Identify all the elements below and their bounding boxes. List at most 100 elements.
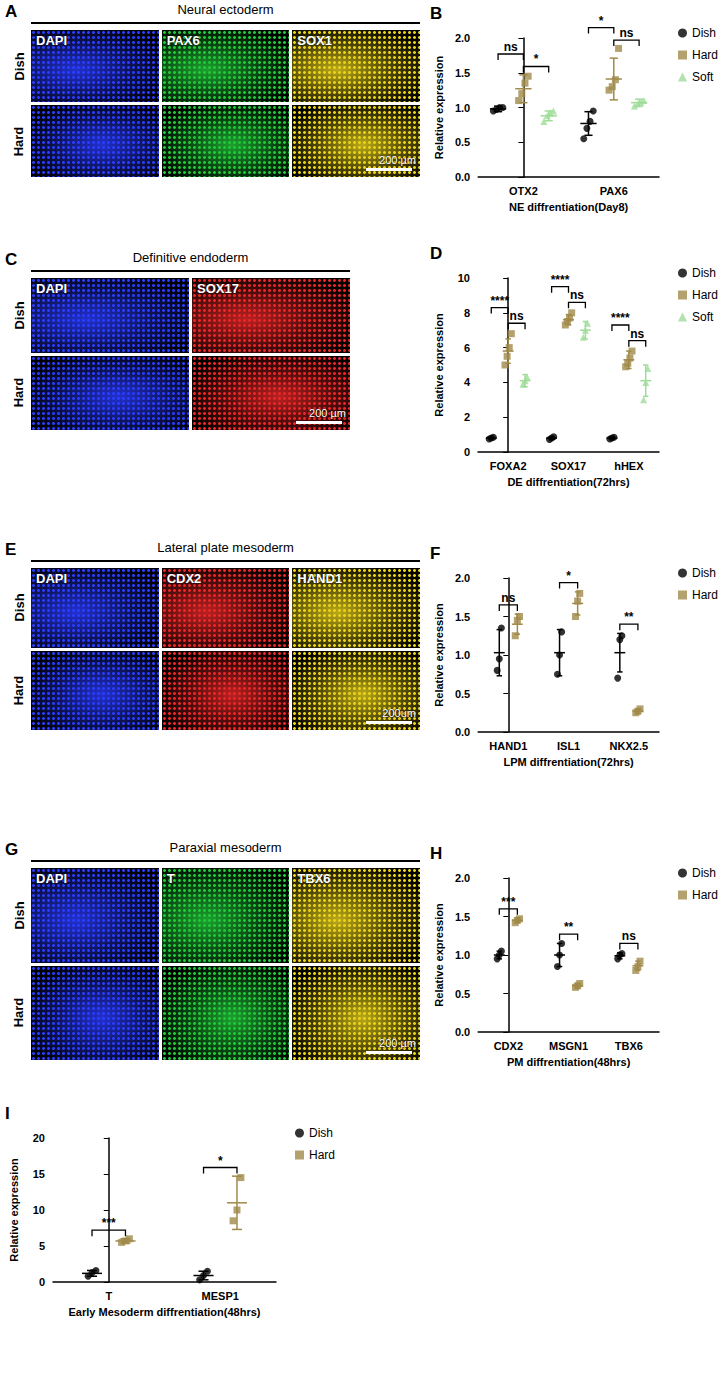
svg-text:Hard: Hard: [309, 1148, 335, 1162]
svg-text:PAX6: PAX6: [600, 185, 628, 197]
svg-text:Hard: Hard: [692, 588, 718, 602]
svg-text:Soft: Soft: [692, 310, 714, 324]
svg-text:ns: ns: [630, 327, 644, 341]
html-text:Neural ectoderm: Neural ectoderm: [177, 2, 274, 17]
svg-text:ns: ns: [570, 288, 584, 302]
svg-text:HAND1: HAND1: [489, 740, 527, 752]
html-text:Dish: Dish: [11, 301, 27, 330]
svg-text:1.0: 1.0: [455, 949, 470, 961]
svg-text:OTX2: OTX2: [509, 185, 538, 197]
svg-text:10: 10: [33, 1204, 45, 1216]
svg-text:Dish: Dish: [692, 566, 716, 580]
svg-text:NE diffrentiation(Day8): NE diffrentiation(Day8): [509, 201, 629, 213]
html-text:Dish: Dish: [11, 901, 27, 930]
svg-text:0.5: 0.5: [455, 136, 470, 148]
svg-text:F: F: [430, 544, 440, 563]
svg-text:****: ****: [490, 294, 509, 308]
svg-text:1.5: 1.5: [455, 67, 470, 79]
svg-text:ns: ns: [619, 26, 633, 40]
svg-text:***: ***: [501, 895, 515, 909]
html-text:Hard: Hard: [11, 675, 27, 706]
svg-text:*: *: [599, 14, 604, 28]
svg-text:10: 10: [458, 272, 470, 284]
svg-text:1.5: 1.5: [455, 611, 470, 623]
html-text:Dish: Dish: [11, 593, 27, 622]
html-text:SOX17: SOX17: [197, 281, 239, 296]
svg-text:Soft: Soft: [692, 70, 714, 84]
svg-text:0.0: 0.0: [455, 171, 470, 183]
svg-text:Relative expression: Relative expression: [433, 903, 445, 1007]
svg-text:FOXA2: FOXA2: [490, 460, 527, 472]
svg-text:CDX2: CDX2: [494, 1040, 523, 1052]
svg-text:SOX17: SOX17: [551, 460, 586, 472]
html-text:Hard: Hard: [11, 126, 27, 156]
svg-text:2: 2: [464, 411, 470, 423]
svg-text:1.0: 1.0: [455, 649, 470, 661]
html-text:Definitive endoderm: Definitive endoderm: [132, 250, 249, 265]
svg-text:Relative expression: Relative expression: [8, 1158, 20, 1262]
svg-text:**: **: [564, 920, 574, 934]
svg-text:H: H: [430, 844, 442, 863]
svg-text:ISL1: ISL1: [557, 740, 580, 752]
html-text:PAX6: PAX6: [166, 33, 200, 48]
svg-text:Hard: Hard: [692, 888, 718, 902]
svg-text:****: ****: [551, 273, 570, 287]
svg-text:Relative expression: Relative expression: [433, 56, 445, 160]
svg-text:6: 6: [464, 342, 470, 354]
svg-text:B: B: [430, 4, 442, 23]
svg-text:*: *: [534, 52, 539, 66]
svg-text:Dish: Dish: [692, 26, 716, 40]
svg-text:**: **: [624, 610, 634, 624]
svg-text:2.0: 2.0: [455, 572, 470, 584]
svg-text:20: 20: [33, 1132, 45, 1144]
svg-text:*: *: [566, 569, 571, 583]
svg-text:5: 5: [39, 1240, 45, 1252]
svg-text:15: 15: [33, 1168, 45, 1180]
svg-text:0: 0: [464, 446, 470, 458]
svg-text:Dish: Dish: [692, 266, 716, 280]
svg-text:0.0: 0.0: [455, 1026, 470, 1038]
svg-text:D: D: [430, 244, 442, 263]
html-text:Dish: Dish: [11, 51, 27, 81]
svg-text:*: *: [218, 1154, 223, 1168]
svg-text:ns: ns: [504, 40, 518, 54]
html-text:Hard: Hard: [11, 997, 27, 1028]
html-text:Hard: Hard: [11, 377, 27, 408]
svg-text:8: 8: [464, 307, 470, 319]
svg-text:I: I: [5, 1104, 10, 1123]
svg-text:2.0: 2.0: [455, 32, 470, 44]
svg-text:ns: ns: [510, 309, 524, 323]
svg-text:DE diffrentiation(72hrs): DE diffrentiation(72hrs): [507, 476, 630, 488]
html-text:DAPI: DAPI: [36, 33, 68, 48]
svg-text:1.5: 1.5: [455, 911, 470, 923]
svg-text:MESP1: MESP1: [202, 1290, 239, 1302]
svg-text:0.0: 0.0: [455, 726, 470, 738]
svg-text:Early Mesoderm diffrentiation(: Early Mesoderm diffrentiation(48hrs): [69, 1306, 261, 1318]
svg-text:Hard: Hard: [692, 288, 718, 302]
svg-text:LPM diffrentiation(72hrs): LPM diffrentiation(72hrs): [504, 756, 635, 768]
svg-text:Relative expression: Relative expression: [433, 603, 445, 707]
svg-text:4: 4: [464, 376, 471, 388]
svg-text:hHEX: hHEX: [614, 460, 644, 472]
svg-text:1.0: 1.0: [455, 102, 470, 114]
svg-text:PM diffrentiation(48hrs): PM diffrentiation(48hrs): [507, 1056, 631, 1068]
svg-text:***: ***: [102, 1216, 116, 1230]
svg-text:T: T: [105, 1290, 112, 1302]
svg-text:0.5: 0.5: [455, 988, 470, 1000]
html-text:SOX1: SOX1: [297, 33, 332, 48]
svg-text:****: ****: [611, 311, 630, 325]
svg-text:0: 0: [39, 1276, 45, 1288]
svg-text:0.5: 0.5: [455, 688, 470, 700]
svg-text:NKX2.5: NKX2.5: [610, 740, 649, 752]
svg-text:MSGN1: MSGN1: [549, 1040, 588, 1052]
svg-text:ns: ns: [501, 591, 515, 605]
svg-text:Dish: Dish: [309, 1126, 333, 1140]
svg-text:Dish: Dish: [692, 866, 716, 880]
svg-text:2.0: 2.0: [455, 872, 470, 884]
svg-text:Hard: Hard: [692, 48, 718, 62]
svg-text:TBX6: TBX6: [615, 1040, 643, 1052]
html-text:Lateral plate mesoderm: Lateral plate mesoderm: [157, 540, 294, 555]
svg-text:ns: ns: [622, 929, 636, 943]
html-text:DAPI: DAPI: [36, 281, 68, 296]
svg-text:Relative expression: Relative expression: [433, 313, 445, 417]
